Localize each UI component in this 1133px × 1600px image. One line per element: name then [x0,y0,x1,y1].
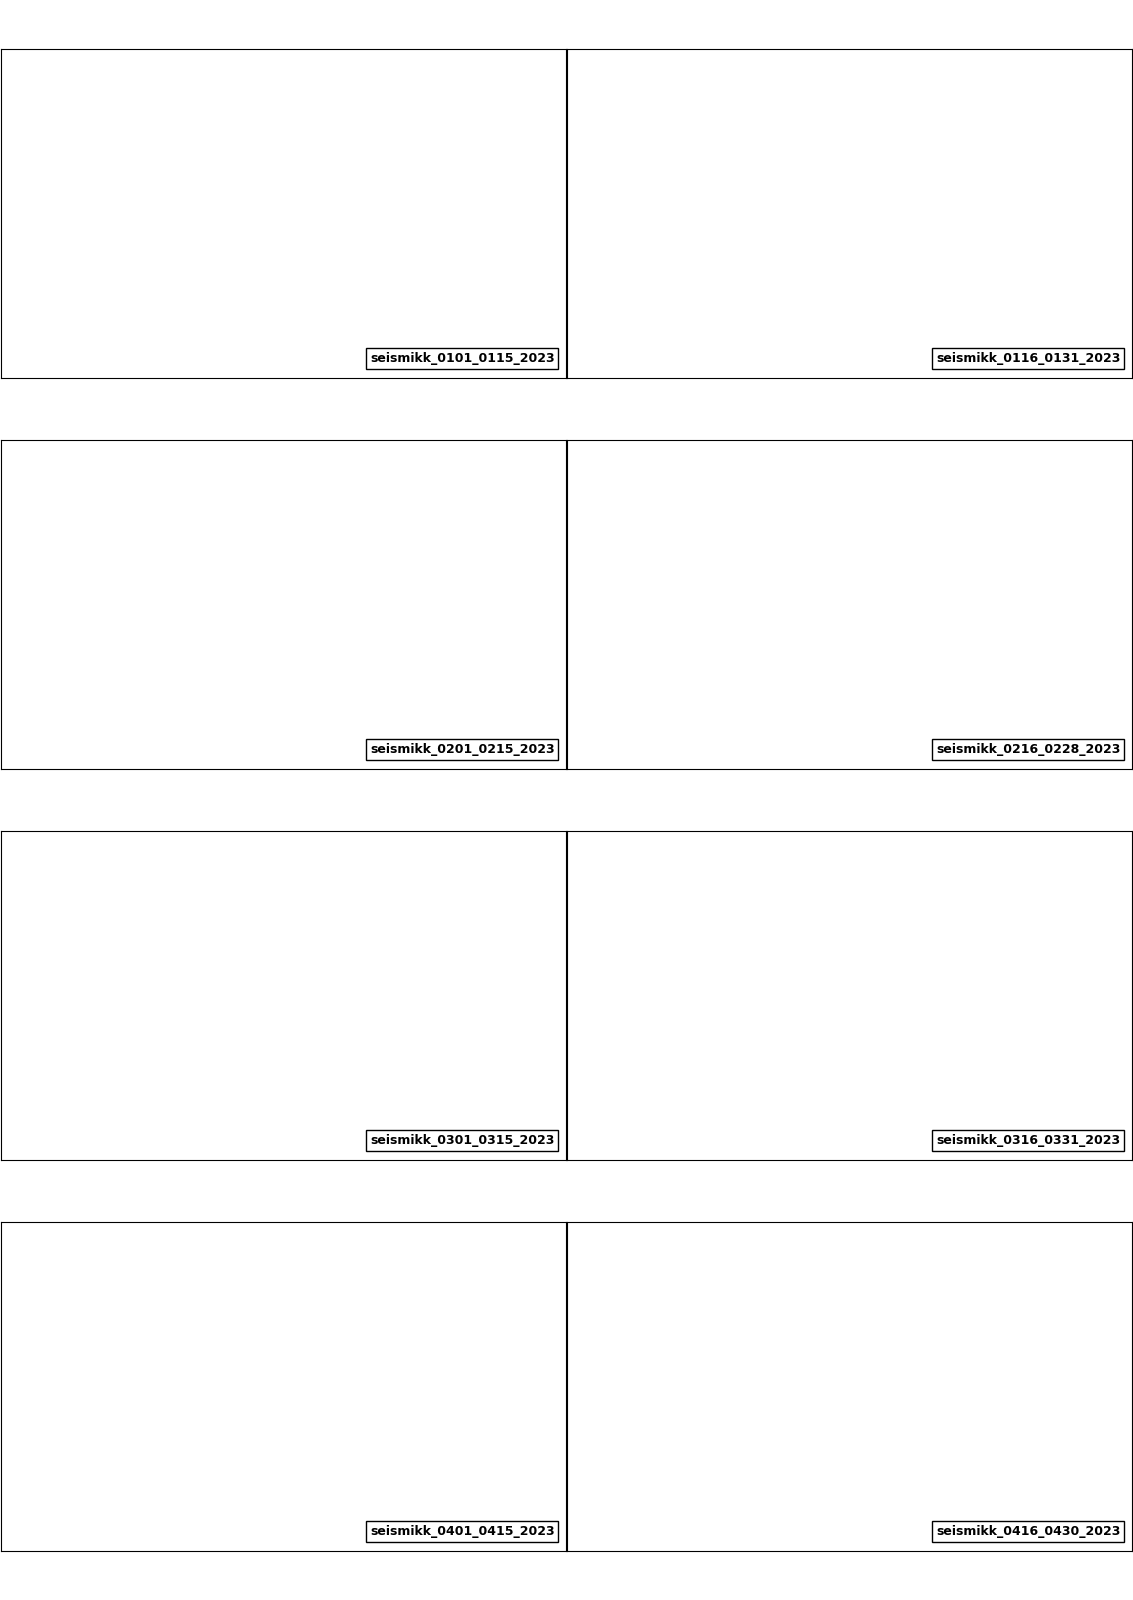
Text: seismikk_0216_0228_2023: seismikk_0216_0228_2023 [936,742,1121,757]
Text: seismikk_0101_0115_2023: seismikk_0101_0115_2023 [369,352,554,365]
Text: seismikk_0116_0131_2023: seismikk_0116_0131_2023 [936,352,1121,365]
Text: seismikk_0301_0315_2023: seismikk_0301_0315_2023 [370,1134,554,1147]
Text: seismikk_0201_0215_2023: seismikk_0201_0215_2023 [369,742,554,757]
Text: seismikk_0316_0331_2023: seismikk_0316_0331_2023 [936,1134,1121,1147]
Text: seismikk_0401_0415_2023: seismikk_0401_0415_2023 [369,1525,554,1538]
Text: seismikk_0416_0430_2023: seismikk_0416_0430_2023 [936,1525,1121,1538]
